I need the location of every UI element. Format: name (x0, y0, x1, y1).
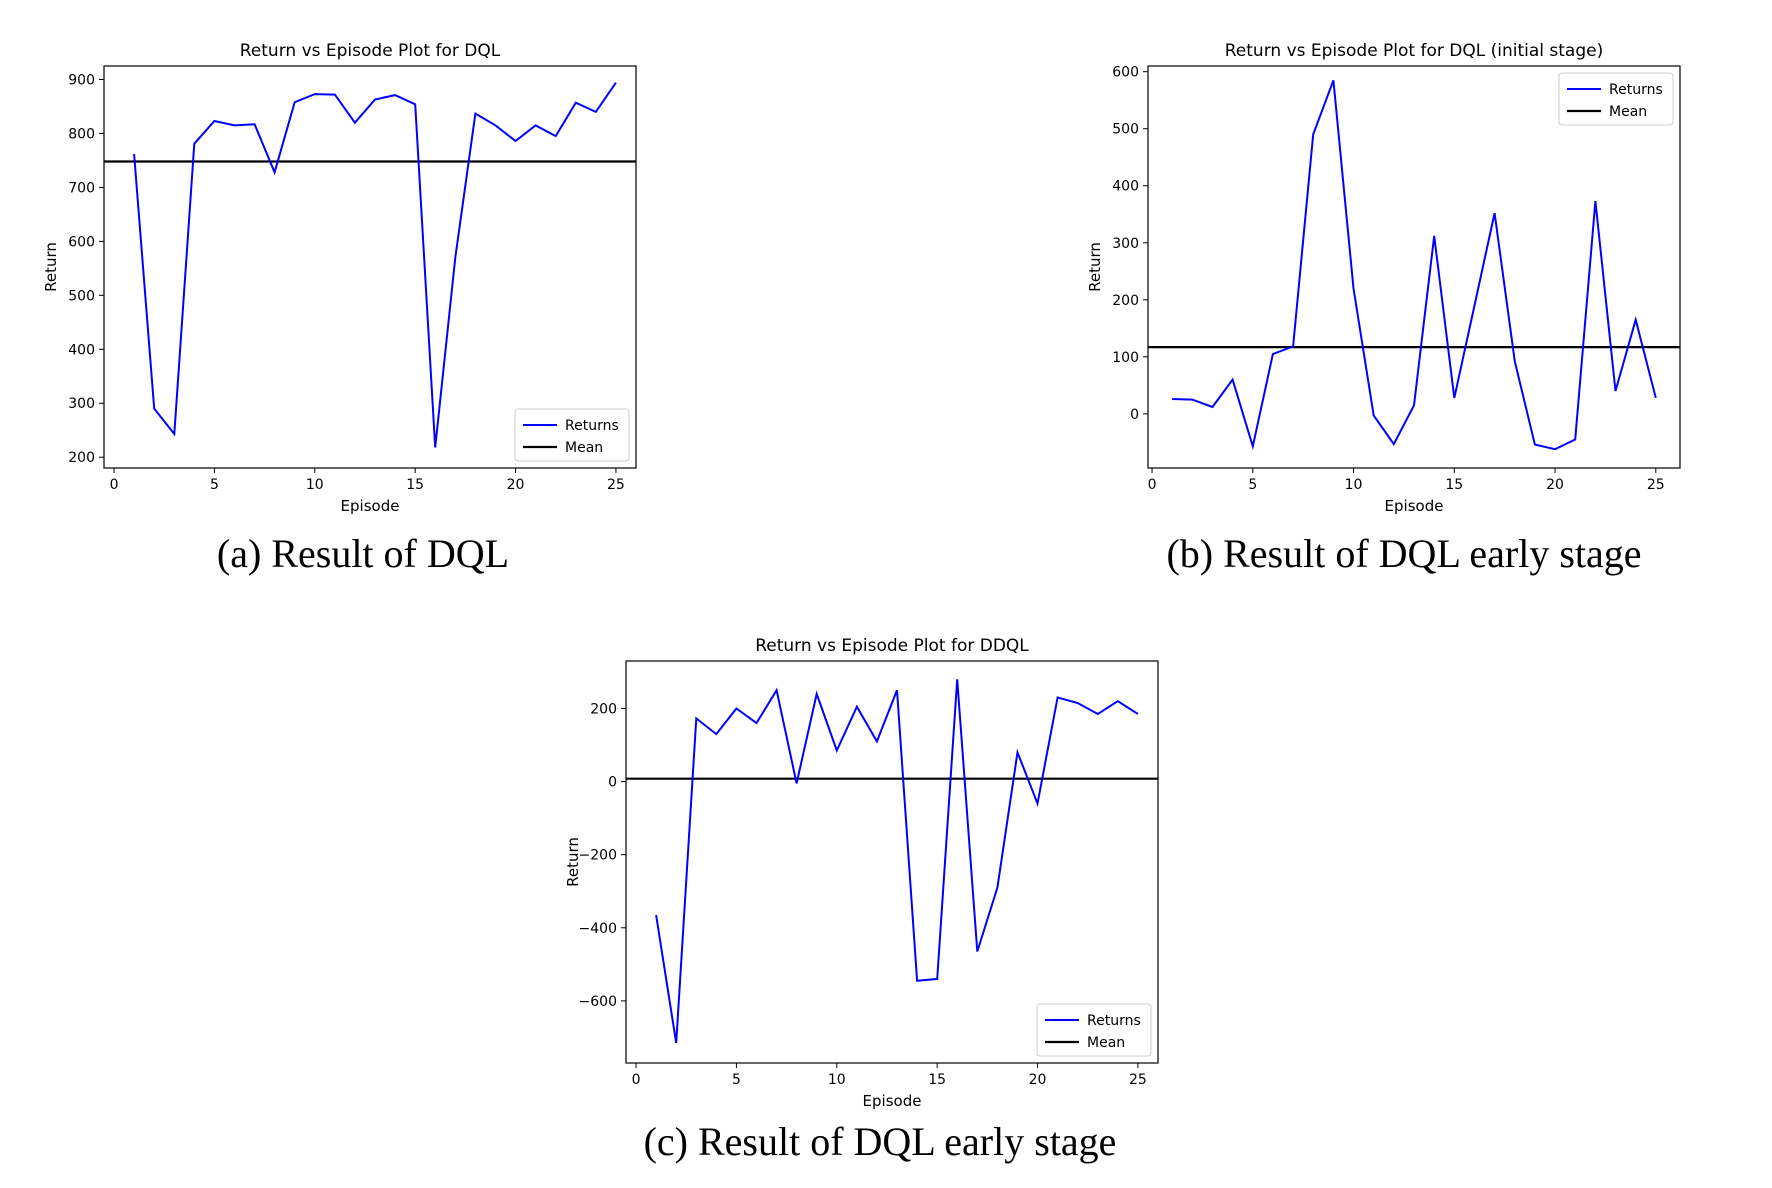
y-tick-label: −600 (579, 994, 617, 1010)
legend-mean-label: Mean (1609, 104, 1647, 120)
x-tick-label: 25 (607, 477, 625, 493)
x-tick-label: 20 (507, 477, 525, 493)
legend-mean-label: Mean (565, 440, 603, 456)
x-tick-label: 20 (1546, 477, 1564, 493)
returns-series-line (1172, 79, 1657, 451)
y-tick-label: −200 (579, 848, 617, 864)
legend-mean-label: Mean (1087, 1035, 1125, 1051)
x-tick-label: 5 (210, 477, 219, 493)
x-tick-label: 15 (406, 477, 424, 493)
y-tick-label: 500 (68, 288, 95, 304)
x-tick-label: 5 (732, 1072, 741, 1088)
returns-series-line (655, 679, 1139, 1044)
x-axis-label: Episode (863, 1092, 922, 1110)
x-tick-label: 10 (828, 1072, 846, 1088)
legend-returns-label: Returns (1087, 1013, 1141, 1029)
y-tick-label: 200 (1112, 293, 1139, 309)
y-axis-label: Return (42, 242, 60, 292)
legend-returns-label: Returns (565, 418, 619, 434)
x-tick-label: 15 (1445, 477, 1463, 493)
y-tick-label: 400 (68, 342, 95, 358)
caption-a: (a) Result of DQL (216, 531, 510, 576)
chart-panel-c: Return vs Episode Plot for DDQL 0 5 10 15 20 2… (500, 600, 1272, 1188)
plot-frame (625, 660, 1159, 1064)
legend: Returns Mean (1558, 72, 1674, 126)
x-tick-label: 25 (1129, 1072, 1147, 1088)
y-axis-label: Return (1086, 242, 1104, 292)
chart-title: Return vs Episode Plot for DQL (240, 41, 501, 61)
plot-frame (103, 65, 637, 469)
y-tick-label: 0 (1130, 407, 1139, 423)
y-tick-label: 500 (1112, 122, 1139, 138)
plot-frame (1147, 65, 1681, 469)
x-tick-label: 25 (1647, 477, 1665, 493)
y-axis-label: Return (564, 837, 582, 887)
y-tick-label: 300 (68, 396, 95, 412)
chart-panel-b: Return vs Episode Plot for DQL (initial … (1000, 0, 1772, 600)
y-tick-label: 700 (68, 180, 95, 196)
x-tick-label: 5 (1248, 477, 1257, 493)
legend-returns-label: Returns (1609, 82, 1663, 98)
x-tick-label: 0 (632, 1072, 641, 1088)
y-tick-label: 900 (68, 72, 95, 88)
x-axis-label: Episode (341, 497, 400, 515)
x-axis-label: Episode (1385, 497, 1444, 515)
y-tick-label: 300 (1112, 236, 1139, 252)
y-tick-label: 200 (590, 702, 617, 718)
caption-c: (c) Result of DQL early stage (643, 1119, 1117, 1164)
chart-title: Return vs Episode Plot for DQL (initial … (1225, 41, 1603, 61)
y-tick-label: 0 (608, 775, 617, 791)
y-tick-label: 200 (68, 450, 95, 466)
chart-c: Return vs Episode Plot for DDQL 0 5 10 15 20 2… (564, 636, 1159, 1110)
y-tick-label: 600 (1112, 65, 1139, 81)
x-tick-label: 10 (306, 477, 324, 493)
legend: Returns Mean (514, 408, 630, 462)
chart-panel-a: Return vs Episode Plot for DQL 0 5 10 15 20 25… (0, 0, 760, 600)
x-tick-label: 10 (1345, 477, 1363, 493)
returns-series-line (133, 82, 617, 448)
x-tick-label: 0 (110, 477, 119, 493)
y-tick-label: 600 (68, 234, 95, 250)
chart-title: Return vs Episode Plot for DDQL (755, 636, 1029, 656)
x-tick-label: 15 (928, 1072, 946, 1088)
caption-b: (b) Result of DQL early stage (1166, 531, 1642, 576)
x-tick-label: 20 (1029, 1072, 1047, 1088)
chart-b: Return vs Episode Plot for DQL (initial … (1086, 41, 1681, 515)
x-tick-label: 0 (1148, 477, 1157, 493)
y-tick-label: 100 (1112, 350, 1139, 366)
y-tick-label: 800 (68, 126, 95, 142)
y-tick-label: 400 (1112, 179, 1139, 195)
y-tick-label: −400 (579, 921, 617, 937)
legend: Returns Mean (1036, 1003, 1152, 1057)
chart-a: Return vs Episode Plot for DQL 0 5 10 15 20 25… (42, 41, 637, 515)
